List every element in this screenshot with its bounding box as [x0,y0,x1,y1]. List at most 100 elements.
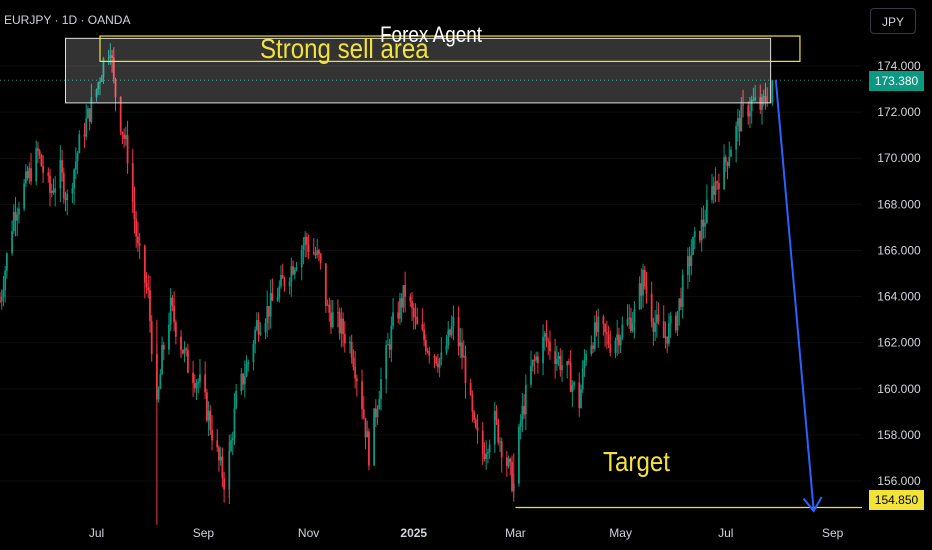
candle-body [569,362,572,392]
candle-body [585,354,588,361]
candle-body [337,312,339,314]
candle-body [150,321,153,355]
candle-body [131,163,134,203]
candle-body [119,97,122,132]
candle-body [304,236,307,246]
candle-body [87,108,89,119]
candle-body [633,309,636,324]
candle-body [247,362,250,364]
candle-body [728,156,731,166]
candle-body [30,168,32,182]
candle-body [461,342,463,358]
candle-body [568,361,570,363]
candle-body [218,447,220,461]
candle-body [302,245,305,250]
candle-body [295,267,298,270]
candle-body [209,410,212,430]
candle-body [619,337,622,346]
x-tick-label: Jul [718,526,733,540]
candle-body [12,212,15,232]
candle-body [328,304,331,313]
candle-body [50,190,53,193]
candle-body [54,188,57,193]
candle-body [95,89,98,98]
candle-body [652,321,655,332]
symbol-title: EURJPY · 1D · OANDA [4,13,131,27]
candle-body [64,197,67,201]
candle-body [473,411,475,420]
candle-body [664,336,667,338]
candle-body [643,269,646,287]
candle-body [705,199,708,223]
candle-body [161,344,163,375]
candle-body [747,105,750,117]
candle-body [71,188,74,194]
candle-body [399,298,401,319]
candle-body [557,356,560,359]
candle-body [392,312,394,326]
y-tick-label: 166.000 [877,243,921,257]
candle-body [500,441,503,458]
candle-body [542,336,544,364]
candle-body [52,190,55,193]
candle-body [5,253,8,271]
candle-body [742,104,744,106]
candle-body [305,236,308,245]
candle-body [614,340,617,353]
candle-body [531,359,534,366]
candle-body [257,320,260,335]
candle-body [530,365,532,385]
candle-body [221,456,224,479]
candle-body [293,269,296,275]
candle-body [85,118,88,137]
candle-body [435,357,438,364]
candle-body [602,316,605,325]
candle-body [276,297,279,301]
candle-body [573,382,575,385]
candle-body [368,431,370,466]
candle-body [324,263,327,306]
x-tick-label: Jul [89,526,104,540]
candle-body [674,315,677,331]
candle-body [555,358,558,365]
candle-body [145,282,148,288]
candle-body [581,368,584,390]
currency-selector[interactable]: JPY [870,8,916,34]
y-tick-label: 162.000 [877,336,921,350]
candle-body [445,345,448,353]
candle-body [271,293,274,301]
candle-body [499,441,501,443]
candle-body [402,285,405,308]
candle-body [486,452,489,454]
candle-body [102,58,105,78]
candle-body [400,298,403,308]
candle-body [159,374,162,389]
candle-body [312,252,315,254]
candle-body [423,329,426,341]
candle-body [616,334,619,341]
y-tick-label: 174.000 [877,59,921,73]
candle-body [168,324,170,350]
candle-body [716,181,719,184]
candle-body [162,344,165,350]
sell-zone-box [65,37,772,104]
candle-body [47,172,50,176]
candle-body [366,431,369,438]
candle-body [35,148,38,182]
candle-body [37,148,39,151]
candle-body [559,356,562,371]
candle-body [23,183,26,209]
candles [0,43,774,525]
candle-body [192,372,194,384]
current-price-tag: 173.380 [869,71,924,91]
candle-body [738,118,741,132]
candle-body [497,420,500,443]
projection-arrow [774,79,823,513]
grid [0,65,862,482]
candle-body [735,126,738,150]
candle-body [174,322,177,337]
candle-body [692,236,694,255]
candle-body [290,266,293,282]
candle-body [509,458,512,463]
